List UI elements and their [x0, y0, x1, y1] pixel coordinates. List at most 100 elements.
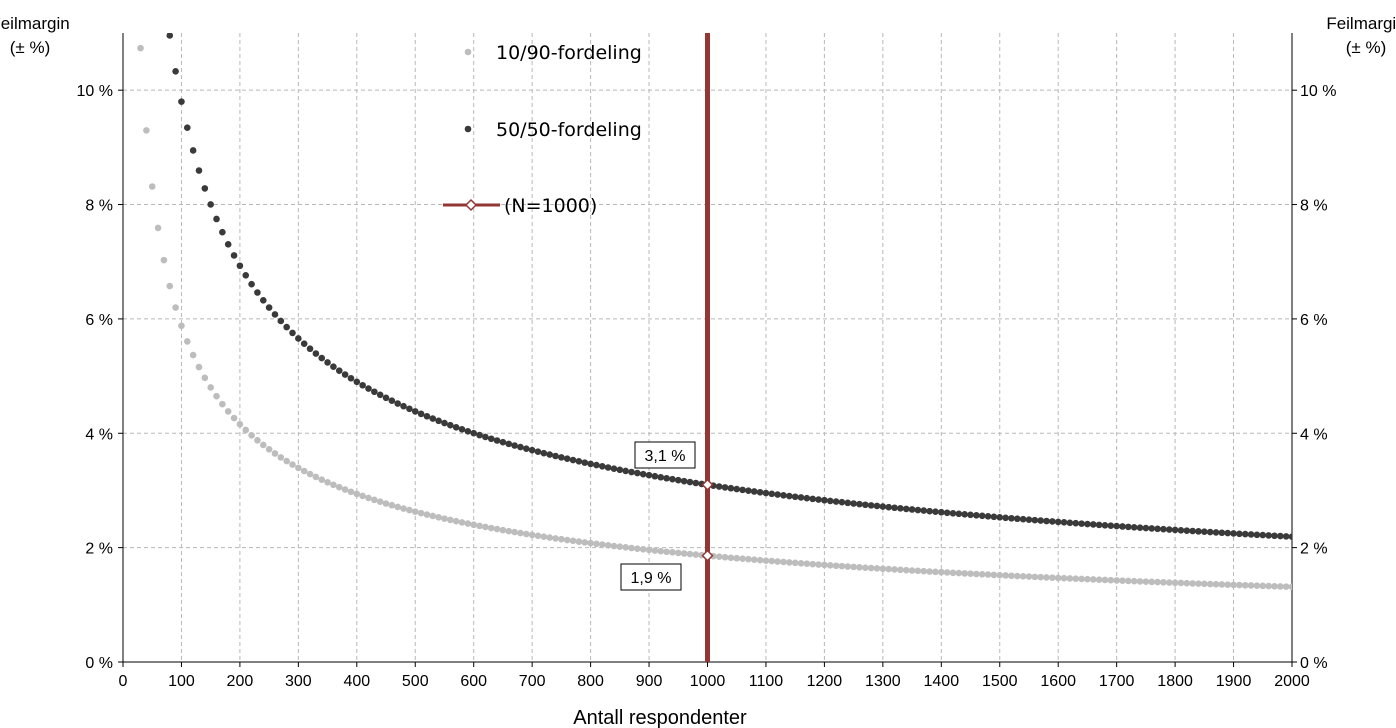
- data-point: [318, 476, 326, 483]
- data-point: [1013, 515, 1021, 523]
- x-tick-label: 500: [402, 673, 429, 690]
- data-point: [844, 563, 852, 570]
- data-point: [873, 565, 881, 572]
- data-point: [1101, 521, 1109, 529]
- data-point: [1271, 532, 1278, 540]
- data-point: [920, 507, 928, 514]
- x-tick-label: 1900: [1216, 673, 1252, 690]
- data-point: [1259, 531, 1267, 539]
- data-point: [523, 445, 530, 452]
- data-point: [1177, 526, 1185, 534]
- x-tick-label: 1500: [982, 673, 1018, 690]
- data-point: [908, 506, 916, 513]
- data-point: [955, 569, 963, 577]
- data-point: [1136, 578, 1144, 585]
- data-point: [347, 374, 355, 382]
- data-point: [534, 532, 542, 540]
- data-point: [1113, 522, 1120, 530]
- x-tick-label: 800: [577, 673, 604, 690]
- data-point: [482, 523, 489, 531]
- data-point: [616, 543, 624, 550]
- data-point: [1113, 577, 1120, 584]
- x-tick-label: 2000: [1274, 673, 1310, 690]
- data-point: [1253, 531, 1261, 539]
- data-point: [277, 454, 285, 461]
- data-point: [429, 415, 437, 422]
- data-point: [1224, 529, 1232, 537]
- data-point: [768, 557, 776, 565]
- data-point: [569, 456, 577, 464]
- data-point: [949, 569, 957, 577]
- data-point: [265, 304, 273, 311]
- data-point: [967, 570, 974, 578]
- data-point: [803, 494, 811, 502]
- data-point: [330, 363, 337, 370]
- data-point: [441, 515, 448, 522]
- data-point: [1189, 580, 1196, 587]
- x-tick-label: 1800: [1157, 673, 1193, 690]
- x-tick-label: 1300: [865, 673, 901, 690]
- data-point: [715, 483, 723, 490]
- data-point: [476, 431, 483, 439]
- data-point: [1160, 525, 1167, 533]
- data-point: [493, 525, 501, 533]
- data-point: [283, 323, 290, 331]
- data-point: [213, 215, 220, 223]
- data-point: [1031, 573, 1039, 581]
- data-point: [382, 500, 390, 507]
- data-point: [388, 397, 396, 405]
- data-point: [230, 252, 238, 259]
- data-point: [423, 511, 431, 518]
- data-point: [306, 470, 314, 478]
- data-point: [1037, 517, 1044, 524]
- axes: 0 100 200 300 400 500 600 700 800 900 1000 1100 1200…: [0, 14, 1396, 728]
- data-point: [1165, 579, 1173, 586]
- data-point: [435, 514, 442, 521]
- data-point: [850, 563, 857, 571]
- series-0: [137, 44, 1292, 591]
- data-point: [908, 567, 916, 574]
- data-point: [207, 201, 214, 208]
- data-point: [832, 562, 840, 570]
- data-point: [441, 419, 448, 427]
- data-point: [224, 241, 232, 248]
- data-point: [1189, 527, 1196, 535]
- data-point: [195, 363, 203, 371]
- data-point: [406, 506, 413, 514]
- data-point: [990, 513, 998, 521]
- annotation-box: [634, 441, 696, 469]
- data-point: [721, 553, 729, 561]
- data-point: [867, 502, 875, 509]
- data-point: [219, 400, 226, 408]
- data-point: [143, 127, 150, 134]
- data-point: [581, 459, 589, 466]
- data-point: [938, 508, 945, 516]
- data-point: [242, 426, 250, 434]
- data-point: [651, 547, 659, 554]
- data-point: [739, 555, 746, 563]
- data-point: [388, 501, 396, 509]
- data-point: [1195, 580, 1202, 587]
- data-point: [1142, 524, 1150, 532]
- data-point: [715, 553, 723, 561]
- data-point: [558, 454, 565, 461]
- data-point: [230, 414, 238, 422]
- legend-item-50-50: 50/50-fordeling: [464, 119, 642, 141]
- data-point: [1054, 518, 1062, 526]
- data-point: [1072, 575, 1080, 583]
- data-point: [961, 570, 968, 577]
- legend-marker: [464, 48, 472, 56]
- data-point: [1277, 583, 1284, 590]
- data-point: [587, 539, 594, 547]
- data-point: [1160, 579, 1167, 586]
- data-point: [1247, 531, 1255, 538]
- legend-label: 50/50-fordeling: [496, 119, 642, 141]
- data-point: [1148, 525, 1156, 532]
- x-tick-label: 1700: [1099, 673, 1135, 690]
- data-point: [400, 402, 407, 410]
- data-point: [973, 570, 980, 578]
- data-point: [838, 562, 846, 570]
- y-tick-label-left: 2 %: [85, 541, 113, 558]
- y-tick-label-right: 6 %: [1300, 312, 1328, 329]
- x-tick-label: 1000: [690, 673, 726, 690]
